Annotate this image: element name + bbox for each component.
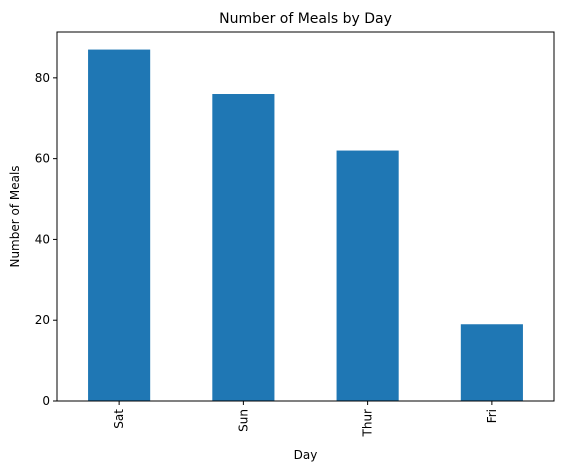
bar-sun: [212, 94, 275, 401]
chart-title: Number of Meals by Day: [219, 11, 392, 27]
y-tick-label: 40: [35, 232, 50, 246]
bar-sat: [88, 49, 151, 401]
x-tick-label: Sun: [236, 409, 250, 432]
x-tick-label: Thur: [361, 409, 375, 438]
x-tick-label: Fri: [485, 409, 499, 423]
plot-area-frame: [56, 31, 555, 402]
y-axis: 0 20 40 60 80: [35, 71, 57, 408]
y-axis-label: Number of Meals: [8, 165, 22, 267]
bars-group: [88, 49, 523, 401]
y-tick-label: 80: [35, 71, 50, 85]
y-tick-label: 20: [35, 313, 50, 327]
y-tick-label: 0: [42, 394, 50, 408]
bar-thur: [336, 150, 399, 401]
x-axis: Sat Sun Thur Fri: [112, 401, 499, 437]
bar-fri: [460, 324, 523, 401]
y-tick-label: 60: [35, 152, 50, 166]
x-axis-label: Day: [294, 448, 318, 462]
x-tick-label: Sat: [112, 409, 126, 429]
